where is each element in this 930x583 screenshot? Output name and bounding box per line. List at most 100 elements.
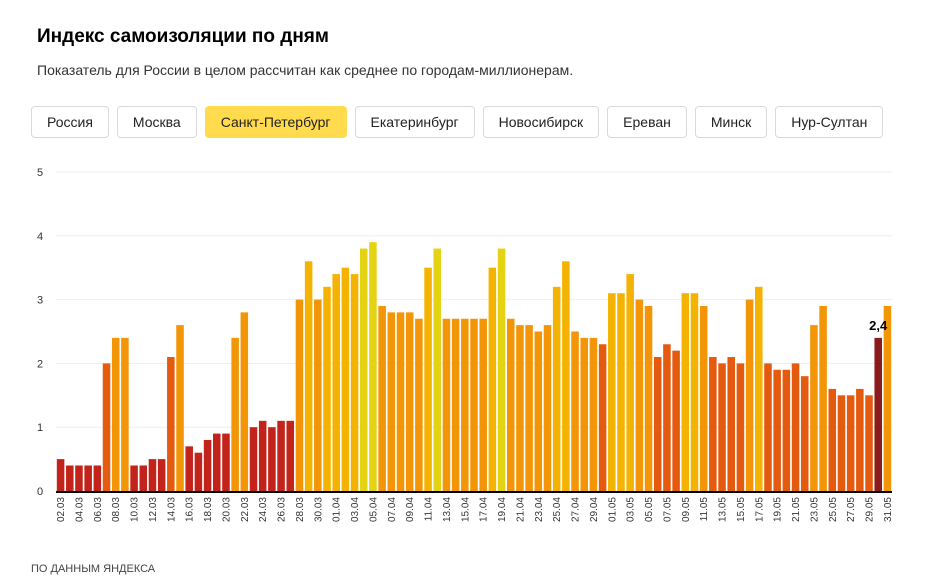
bar-13.05[interactable]	[718, 363, 726, 491]
bar-02.04[interactable]	[341, 267, 350, 491]
bar-04.03[interactable]	[75, 465, 83, 491]
bar-08.04[interactable]	[396, 312, 405, 491]
bar-16.05[interactable]	[745, 299, 754, 491]
bar-26.05[interactable]	[837, 395, 846, 491]
bar-20.05[interactable]	[782, 369, 791, 491]
bar-14.03[interactable]	[167, 357, 175, 491]
bar-25.05[interactable]	[828, 388, 837, 491]
bar-14.05[interactable]	[727, 357, 735, 491]
bar-09.05[interactable]	[681, 293, 690, 491]
bar-18.03[interactable]	[203, 439, 212, 491]
bar-29.05[interactable]	[865, 395, 873, 491]
bar-19.03[interactable]	[213, 433, 221, 491]
bar-02.03[interactable]	[56, 459, 65, 491]
bar-06.05[interactable]	[653, 357, 662, 491]
bar-08.03[interactable]	[111, 337, 120, 491]
bar-09.03[interactable]	[121, 337, 129, 491]
bar-02.05[interactable]	[617, 293, 625, 491]
y-axis-ticks: 0 1 2 3 4 5	[37, 167, 43, 498]
tab-nur-sultan[interactable]: Нур-Султан	[775, 106, 884, 138]
bar-20.03[interactable]	[222, 433, 230, 491]
bar-26.03[interactable]	[277, 420, 285, 491]
bar-22.03[interactable]	[240, 312, 249, 491]
bar-23.05[interactable]	[810, 325, 818, 491]
tab-minsk[interactable]: Минск	[694, 106, 768, 138]
bar-21.04[interactable]	[516, 325, 524, 491]
bar-03.05[interactable]	[626, 274, 634, 491]
bar-12.05[interactable]	[709, 357, 717, 491]
bar-23.03[interactable]	[249, 427, 258, 491]
bar-06.03[interactable]	[93, 465, 102, 491]
bar-03.03[interactable]	[66, 465, 74, 491]
bar-29.03[interactable]	[304, 261, 313, 491]
bar-03.04[interactable]	[350, 274, 359, 491]
bar-31.05[interactable]	[883, 305, 892, 491]
bar-15.03[interactable]	[176, 325, 184, 491]
bar-01.05[interactable]	[608, 293, 616, 491]
bar-26.04[interactable]	[562, 261, 570, 491]
bar-12.04[interactable]	[433, 248, 442, 491]
bar-30.03[interactable]	[314, 299, 322, 491]
tab-yerevan[interactable]: Ереван	[607, 106, 687, 138]
bar-25.03[interactable]	[268, 427, 276, 491]
bar-28.03[interactable]	[295, 299, 304, 491]
bar-24.05[interactable]	[819, 305, 827, 491]
bar-13.04[interactable]	[442, 318, 451, 491]
bar-12.03[interactable]	[148, 459, 157, 491]
bar-17.03[interactable]	[194, 452, 203, 491]
bar-09.04[interactable]	[405, 312, 414, 491]
bar-15.05[interactable]	[736, 363, 745, 491]
bar-07.04[interactable]	[387, 312, 396, 491]
bar-17.05[interactable]	[755, 286, 763, 491]
tab-yekaterinburg[interactable]: Екатеринбург	[354, 106, 475, 138]
bar-27.04[interactable]	[571, 331, 579, 492]
tab-russia[interactable]: Россия	[31, 106, 109, 138]
bar-14.04[interactable]	[451, 318, 460, 491]
bar-06.04[interactable]	[378, 305, 386, 491]
bar-04.05[interactable]	[635, 299, 644, 491]
bar-24.04[interactable]	[543, 325, 552, 491]
bar-11.03[interactable]	[139, 465, 148, 491]
bar-04.04[interactable]	[359, 248, 368, 491]
bar-27.03[interactable]	[286, 420, 295, 491]
tab-novosibirsk[interactable]: Новосибирск	[482, 106, 600, 138]
bar-10.05[interactable]	[690, 293, 699, 491]
bar-28.05[interactable]	[856, 388, 864, 491]
bar-08.05[interactable]	[672, 350, 680, 491]
bar-20.04[interactable]	[506, 318, 515, 491]
bar-16.03[interactable]	[185, 446, 193, 491]
tab-saint-petersburg[interactable]: Санкт-Петербург	[204, 106, 347, 138]
tab-moscow[interactable]: Москва	[116, 106, 197, 138]
bar-16.04[interactable]	[470, 318, 478, 491]
bar-05.03[interactable]	[84, 465, 92, 491]
bar-15.04[interactable]	[461, 318, 469, 491]
bar-29.04[interactable]	[589, 337, 598, 491]
bar-22.05[interactable]	[800, 376, 809, 491]
bar-07.03[interactable]	[102, 363, 111, 491]
bar-22.04[interactable]	[525, 325, 533, 491]
bar-23.04[interactable]	[534, 331, 543, 492]
bar-05.04[interactable]	[369, 242, 377, 491]
bar-19.05[interactable]	[773, 369, 781, 491]
bar-05.05[interactable]	[644, 305, 653, 491]
bar-10.03[interactable]	[130, 465, 138, 491]
bar-30.05[interactable]	[874, 337, 882, 491]
bar-24.03[interactable]	[258, 420, 267, 491]
bar-18.05[interactable]	[764, 363, 772, 491]
bar-07.05[interactable]	[663, 344, 671, 491]
bar-21.03[interactable]	[231, 337, 239, 491]
bar-11.05[interactable]	[699, 305, 708, 491]
bar-25.04[interactable]	[552, 286, 561, 491]
bar-27.05[interactable]	[846, 395, 855, 491]
bar-31.03[interactable]	[323, 286, 331, 491]
bar-17.04[interactable]	[479, 318, 487, 491]
bar-01.04[interactable]	[332, 274, 340, 491]
bar-18.04[interactable]	[488, 267, 497, 491]
bar-28.04[interactable]	[580, 337, 589, 491]
bar-11.04[interactable]	[424, 267, 432, 491]
bar-19.04[interactable]	[497, 248, 506, 491]
bar-30.04[interactable]	[598, 344, 607, 491]
bar-13.03[interactable]	[157, 459, 166, 491]
bar-21.05[interactable]	[791, 363, 800, 491]
bar-10.04[interactable]	[415, 318, 423, 491]
